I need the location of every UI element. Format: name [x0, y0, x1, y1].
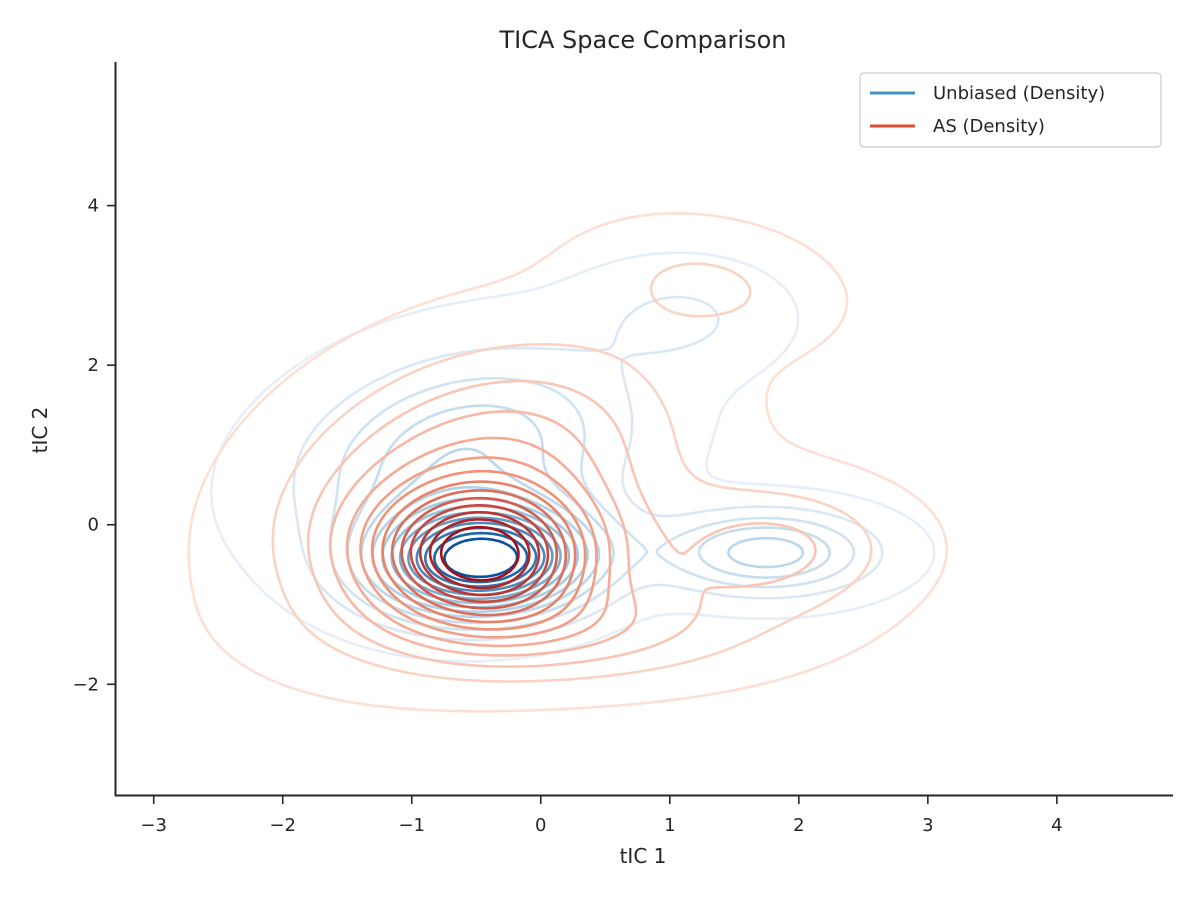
x-tick-label: 2	[793, 815, 804, 836]
as-contour-line	[439, 525, 520, 582]
as-contour-line	[271, 262, 873, 683]
as-contour-line	[409, 504, 550, 603]
as-contour-line	[329, 410, 638, 657]
as-contour-line	[306, 379, 817, 668]
x-tick-label: 3	[922, 815, 933, 836]
as-contour-line	[345, 436, 612, 648]
x-tick-label: 0	[535, 815, 546, 836]
y-tick-label: 0	[88, 515, 99, 536]
legend: Unbiased (Density) AS (Density)	[859, 72, 1162, 148]
y-axis-ticks: −2 0 2 4	[72, 196, 115, 695]
legend-label-as: AS (Density)	[933, 116, 1045, 137]
chart-title: TICA Space Comparison	[498, 26, 786, 54]
y-tick-label: 4	[88, 196, 99, 217]
y-tick-label: −2	[72, 674, 99, 695]
as-contour-line	[428, 518, 531, 590]
x-tick-label: 4	[1051, 815, 1062, 836]
as-contour-line	[359, 456, 598, 639]
y-axis-title: tIC 2	[28, 407, 52, 454]
x-tick-label: −3	[140, 815, 167, 836]
as-contour-line	[391, 489, 567, 617]
as-contour-line	[187, 212, 949, 713]
unbiased-contour-line	[443, 537, 519, 579]
x-tick-label: −1	[398, 815, 425, 836]
as-contour-line	[400, 496, 559, 610]
legend-box	[859, 72, 1162, 148]
y-tick-label: 2	[88, 355, 99, 376]
x-axis-title: tIC 1	[620, 844, 667, 868]
x-axis-ticks: −3 −2 −1 0 1 2 3 4	[140, 796, 1063, 836]
legend-label-unbiased: Unbiased (Density)	[933, 83, 1105, 104]
as-contour-line	[381, 480, 577, 624]
as-density-contours	[187, 212, 949, 713]
as-contour-line	[370, 469, 587, 631]
unbiased-contour-line	[433, 531, 529, 584]
x-tick-label: 1	[664, 815, 675, 836]
as-contour-line	[418, 510, 541, 597]
x-tick-label: −2	[269, 815, 296, 836]
